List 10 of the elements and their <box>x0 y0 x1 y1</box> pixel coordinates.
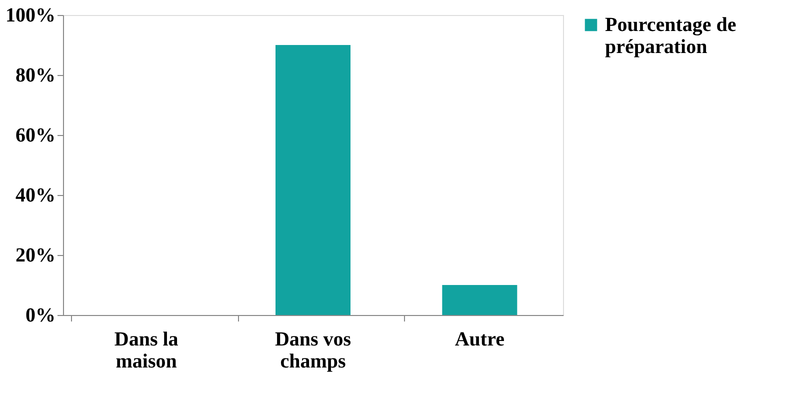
y-tick-label: 0% <box>26 304 56 326</box>
x-tick-label: Dans la maison <box>114 328 178 372</box>
y-tick-label: 80% <box>16 64 56 86</box>
x-tick-label: Dans vos champs <box>274 328 352 372</box>
y-tick-label: 20% <box>16 244 56 266</box>
y-tick-label: 60% <box>16 124 56 146</box>
x-tick-label: Autre <box>454 328 505 350</box>
y-tick-label: 100% <box>6 4 56 26</box>
legend-label: Pourcentage de préparation <box>605 14 736 58</box>
y-tick-label: 40% <box>16 184 56 206</box>
